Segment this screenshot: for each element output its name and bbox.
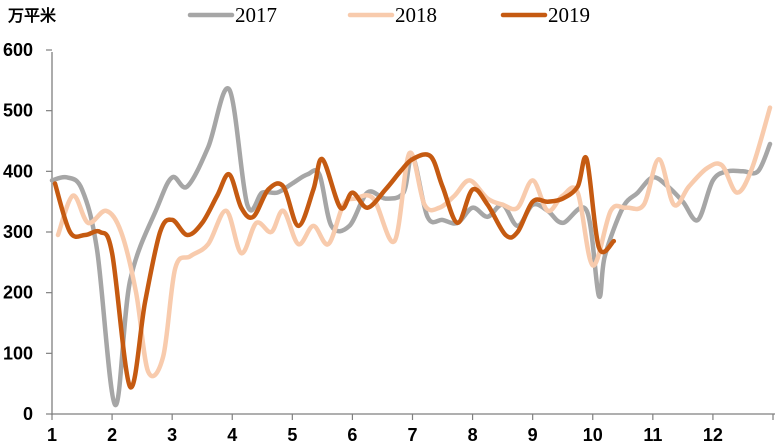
x-tick-label: 2	[107, 425, 117, 445]
x-tick-label: 5	[287, 425, 297, 445]
y-tick-label: 300	[3, 222, 33, 242]
x-tick-label: 1	[47, 425, 57, 445]
legend: 2017 2018 2019	[187, 3, 590, 27]
y-tick-label: 600	[3, 40, 33, 60]
x-tick-label: 10	[583, 425, 603, 445]
x-tick-label: 7	[407, 425, 417, 445]
x-tick-label: 3	[167, 425, 177, 445]
series-line-2019	[52, 152, 617, 390]
x-tick-label: 11	[643, 425, 662, 445]
y-tick-label: 500	[3, 101, 33, 121]
x-tick-label: 8	[468, 425, 478, 445]
legend-label-2019: 2019	[548, 3, 590, 27]
legend-label-2017: 2017	[235, 3, 277, 27]
y-tick-label: 400	[3, 161, 33, 181]
y-tick-label: 0	[23, 404, 33, 424]
series-line-2017	[49, 86, 773, 408]
series-line-2018	[55, 105, 773, 379]
x-tick-label: 9	[528, 425, 538, 445]
y-axis-ticks: 0 100 200 300 400 500 600	[3, 40, 52, 424]
x-tick-label: 12	[703, 425, 723, 445]
x-tick-label: 4	[227, 425, 237, 445]
y-tick-label: 200	[3, 283, 33, 303]
series-lines	[49, 86, 773, 408]
x-tick-label: 6	[347, 425, 357, 445]
y-tick-label: 100	[3, 343, 33, 363]
unit-label: 万平米	[7, 6, 57, 25]
x-axis-ticks: 1 2 3 4 5 6 7 8 9 10 11 12	[47, 414, 774, 445]
legend-label-2018: 2018	[395, 3, 437, 27]
